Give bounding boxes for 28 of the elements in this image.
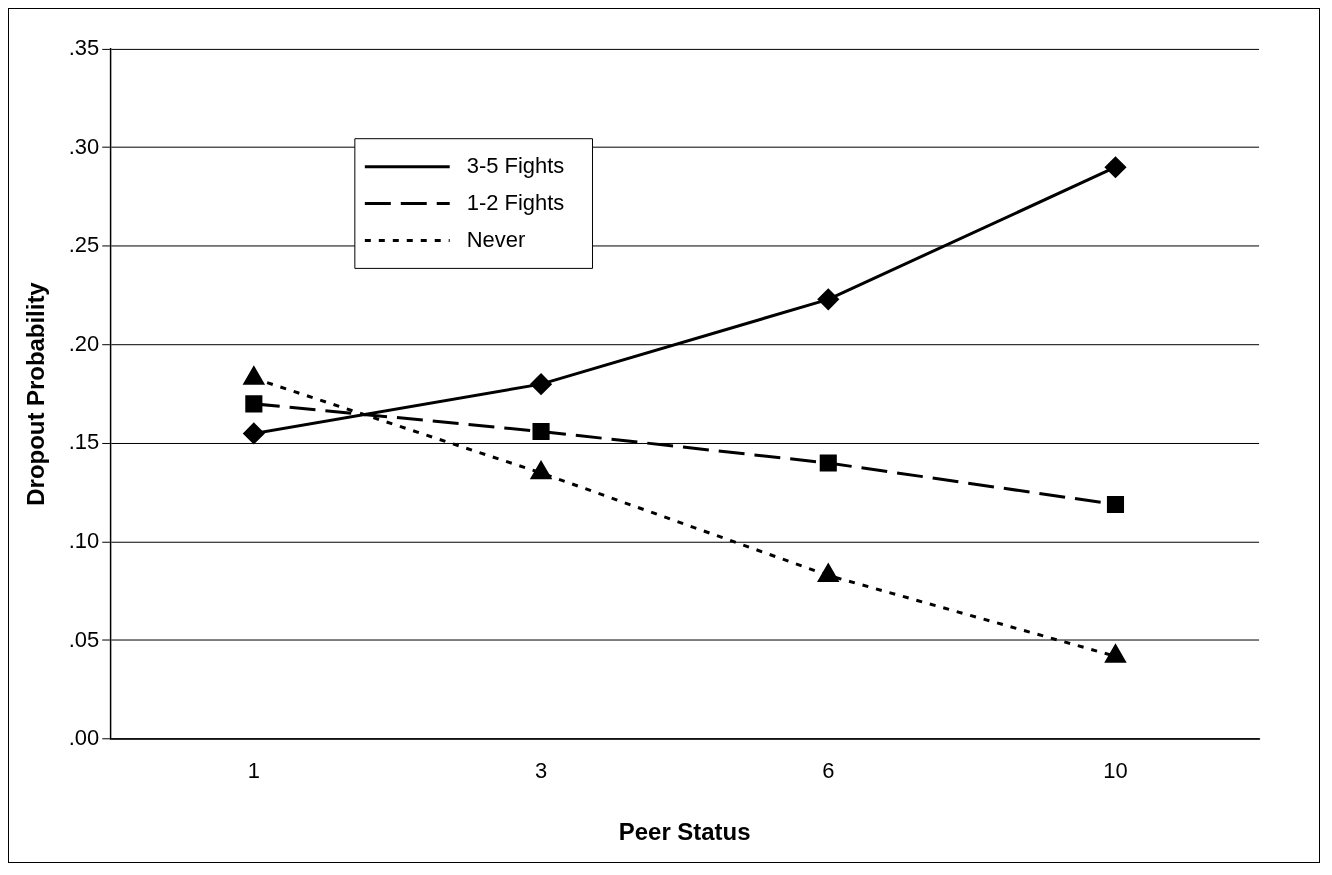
y-tick-label: .15 bbox=[68, 429, 100, 455]
point bbox=[530, 461, 552, 480]
point bbox=[243, 422, 265, 444]
y-tick-label: .35 bbox=[68, 34, 100, 60]
point bbox=[818, 563, 839, 582]
point bbox=[1105, 156, 1126, 178]
y-tick-label: .05 bbox=[68, 626, 100, 652]
y-tick-label: .20 bbox=[68, 330, 100, 356]
legend-label: 3-5 Fights bbox=[466, 152, 565, 178]
y-tick-label: .25 bbox=[68, 232, 100, 258]
x-axis-title: Peer Status bbox=[618, 818, 751, 846]
legend-label: 1-2 Fights bbox=[466, 189, 565, 215]
point bbox=[1106, 495, 1125, 513]
x-tick-label: 3 bbox=[534, 758, 548, 784]
point bbox=[1105, 644, 1126, 663]
y-axis-title: Dropout Probability bbox=[21, 281, 49, 506]
point bbox=[245, 395, 263, 413]
point bbox=[532, 422, 550, 441]
x-tick-label: 1 bbox=[247, 758, 260, 784]
y-tick-label: .00 bbox=[68, 725, 100, 751]
y-tick-label: .30 bbox=[68, 133, 100, 159]
point bbox=[530, 373, 552, 395]
x-tick-label: 6 bbox=[822, 758, 835, 784]
y-tick-label: .10 bbox=[68, 527, 100, 553]
point bbox=[819, 454, 837, 472]
legend-label: Never bbox=[466, 226, 526, 252]
point bbox=[817, 288, 839, 310]
x-tick-label: 10 bbox=[1103, 758, 1128, 784]
